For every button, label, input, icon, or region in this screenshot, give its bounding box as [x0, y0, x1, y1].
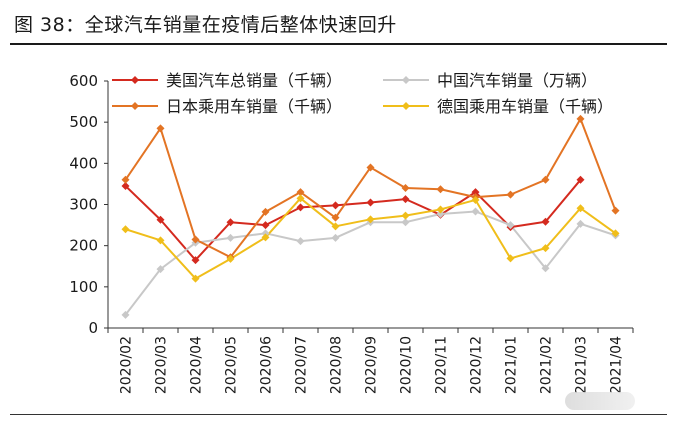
data-point-2-4 — [261, 207, 270, 216]
y-tick-label: 400 — [69, 154, 98, 172]
data-point-0-13 — [576, 175, 585, 184]
data-point-0-1 — [156, 215, 165, 224]
data-point-1-12 — [541, 264, 550, 273]
data-point-3-6 — [331, 222, 340, 231]
y-tick-label: 0 — [88, 319, 98, 337]
data-point-1-5 — [296, 237, 305, 246]
data-point-2-5 — [296, 188, 305, 197]
legend-marker-1 — [402, 76, 410, 84]
x-tick-label: 2020/09 — [364, 336, 380, 394]
data-point-1-3 — [226, 233, 235, 242]
figure-title: 图 38：全球汽车销量在疫情后整体快速回升 — [14, 14, 397, 36]
y-tick-label: 200 — [69, 237, 98, 255]
data-point-2-11 — [506, 190, 515, 199]
data-point-3-1 — [156, 236, 165, 245]
data-point-3-8 — [401, 211, 410, 220]
series-line-3 — [125, 197, 617, 280]
data-point-0-5 — [296, 203, 305, 212]
y-tick-label: 500 — [69, 113, 98, 131]
data-point-3-5 — [296, 194, 305, 203]
data-point-2-13 — [576, 114, 585, 123]
data-point-2-7 — [366, 163, 375, 172]
data-point-0-3 — [226, 218, 235, 227]
legend-label-2: 日本乘用车销量（千辆） — [166, 97, 342, 116]
x-tick-label: 2021/03 — [574, 336, 590, 394]
data-point-3-11 — [506, 254, 515, 263]
data-point-2-12 — [541, 175, 550, 184]
data-point-0-7 — [366, 198, 375, 207]
x-tick-label: 2021/02 — [539, 336, 555, 394]
data-point-3-4 — [261, 233, 270, 242]
data-point-3-9 — [436, 205, 445, 214]
x-tick-label: 2020/05 — [224, 336, 240, 394]
data-point-2-2 — [191, 235, 200, 244]
data-point-0-2 — [191, 256, 200, 265]
x-tick-label: 2020/11 — [434, 336, 450, 394]
series-line-2 — [124, 117, 617, 259]
data-point-0-12 — [541, 217, 550, 226]
x-tick-label: 2020/02 — [119, 336, 135, 394]
data-point-0-8 — [401, 195, 410, 204]
y-tick-label: 600 — [69, 72, 98, 90]
data-point-2-8 — [401, 184, 410, 193]
data-point-2-0 — [121, 175, 130, 184]
data-point-3-14 — [611, 229, 620, 238]
watermark-blur — [565, 392, 635, 410]
data-point-0-0 — [121, 181, 130, 190]
legend-marker-3 — [402, 102, 410, 110]
data-point-1-4 — [261, 229, 270, 238]
data-point-1-8 — [401, 218, 410, 227]
data-point-3-2 — [191, 274, 200, 283]
data-point-3-0 — [121, 225, 130, 234]
data-point-1-6 — [331, 233, 340, 242]
x-tick-label: 2020/06 — [259, 336, 275, 394]
data-point-0-10 — [471, 188, 480, 197]
data-point-0-4 — [261, 221, 270, 230]
data-point-3-7 — [366, 215, 375, 224]
y-tick-label: 100 — [69, 278, 98, 296]
data-point-2-6 — [331, 213, 340, 222]
legend-label-0: 美国汽车总销量（千辆） — [166, 71, 342, 90]
data-point-1-11 — [506, 221, 515, 230]
data-point-1-10 — [471, 207, 480, 216]
legend-marker-2 — [131, 102, 139, 110]
y-tick-label: 300 — [69, 196, 98, 214]
x-tick-label: 2020/04 — [189, 336, 205, 394]
x-tick-label: 2020/08 — [329, 336, 345, 394]
data-point-2-1 — [156, 124, 165, 133]
legend-label-1: 中国汽车销量（万辆） — [437, 71, 597, 90]
title-rule — [10, 43, 667, 45]
series-line-0 — [124, 179, 582, 262]
x-tick-label: 2020/07 — [294, 336, 310, 394]
x-tick-label: 2021/04 — [609, 336, 625, 394]
legend-marker-0 — [131, 76, 139, 84]
data-point-3-12 — [541, 244, 550, 253]
x-tick-label: 2021/01 — [504, 336, 520, 394]
x-tick-label: 2020/12 — [469, 336, 485, 394]
data-point-1-9 — [436, 209, 445, 218]
data-point-2-9 — [436, 185, 445, 194]
x-tick-label: 2020/10 — [399, 336, 415, 394]
data-point-1-0 — [121, 310, 130, 319]
data-point-1-1 — [156, 265, 165, 274]
legend-label-3: 德国乘用车销量（千辆） — [437, 97, 613, 116]
bottom-rule — [10, 414, 667, 415]
data-point-2-14 — [611, 206, 620, 215]
x-tick-label: 2020/03 — [154, 336, 170, 394]
series-line-1 — [124, 210, 616, 316]
data-point-3-10 — [471, 195, 480, 204]
data-point-3-13 — [576, 204, 585, 213]
data-point-1-13 — [576, 219, 585, 228]
data-point-3-3 — [226, 254, 235, 263]
data-point-0-6 — [331, 201, 340, 210]
